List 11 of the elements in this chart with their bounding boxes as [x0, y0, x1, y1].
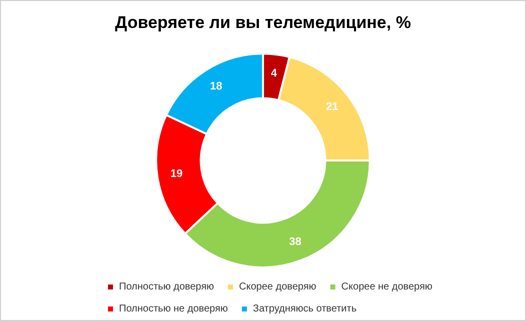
legend-label: Скорее доверяю	[239, 282, 317, 292]
chart-title: Доверяете ли вы телемедицине, %	[115, 13, 411, 32]
legend-label: Полностью не доверяю	[119, 304, 228, 314]
data-label: 21	[326, 100, 338, 113]
legend-label: Полностью доверяю	[119, 282, 215, 292]
legend-label: Затрудняюсь ответить	[252, 304, 357, 314]
legend-label: Скорее не доверяю	[341, 282, 433, 292]
data-label: 38	[289, 236, 302, 248]
data-label: 19	[170, 168, 183, 180]
data-label: 18	[210, 80, 222, 93]
data-label: 4	[270, 68, 278, 80]
